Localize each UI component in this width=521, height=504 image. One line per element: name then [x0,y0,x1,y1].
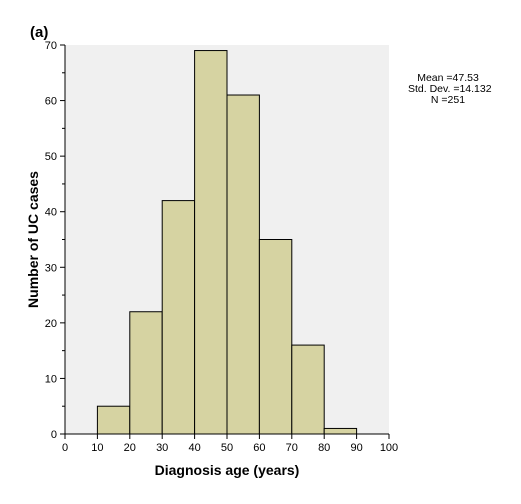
panel-label: (a) [30,24,49,41]
x-tick-label: 70 [286,442,298,454]
summary-statistics: Mean =47.53 Std. Dev. =14.132 N =251 [408,72,492,106]
y-axis: 0 10 20 30 40 50 60 70 [45,40,66,441]
x-axis-title: Diagnosis age (years) [155,462,300,478]
y-tick-label: 30 [45,262,57,274]
x-tick-label: 80 [318,442,330,454]
histogram-bars [96,50,358,435]
x-tick-label: 20 [124,442,136,454]
x-tick-label: 90 [350,442,362,454]
y-tick-label: 70 [45,40,57,52]
y-tick-label: 50 [45,151,57,163]
histogram-bar [96,405,131,435]
y-axis-title: Number of UC cases [25,171,41,308]
std-dev-stat: Std. Dev. =14.132 [408,83,492,95]
histogram-bar [194,50,228,435]
histogram-bar [129,311,163,435]
x-axis: 0 10 20 30 40 50 60 70 80 90 100 [60,433,398,454]
x-tick-label: 10 [91,442,103,454]
y-tick-label: 10 [45,373,57,385]
x-tick-label: 30 [156,442,168,454]
histogram-bar [291,344,325,435]
histogram-bar [323,427,358,435]
x-tick-label: 100 [380,442,398,454]
x-tick-label: 60 [253,442,265,454]
y-tick-label: 60 [45,96,57,108]
n-stat: N =251 [430,94,466,106]
x-tick-label: 50 [221,442,233,454]
x-tick-label: 40 [188,442,200,454]
y-tick-label: 20 [45,318,57,330]
y-tick-label: 40 [45,207,57,219]
x-tick-label: 0 [62,442,68,454]
histogram-bar [258,239,293,435]
mean-stat: Mean =47.53 [417,72,479,84]
histogram-bar [226,94,260,435]
y-tick-label: 0 [51,429,57,441]
histogram-bar [161,200,196,435]
